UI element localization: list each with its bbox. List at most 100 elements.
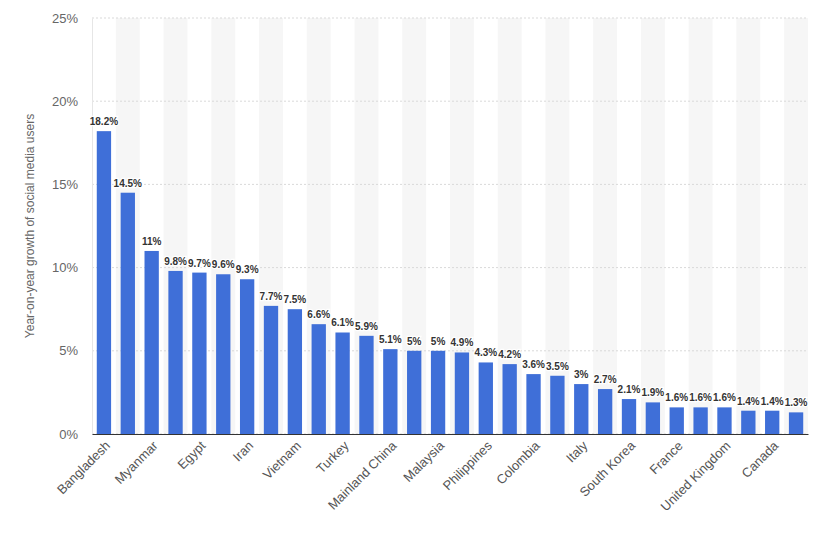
x-tick: Egypt: [174, 434, 208, 472]
y-axis: 0% 5% 10% 15% 20% 25%: [52, 11, 93, 442]
bar[interactable]: [598, 389, 612, 434]
bar[interactable]: [97, 131, 111, 434]
bar[interactable]: [168, 271, 182, 434]
data-label: 18.2%: [90, 116, 118, 127]
y-tick: 15%: [52, 177, 92, 192]
x-tick-label: France: [647, 438, 686, 477]
x-tick: Turkey: [313, 434, 352, 476]
x-tick: Canada: [739, 434, 782, 481]
y-tick: 20%: [52, 94, 92, 109]
grid-line: [92, 18, 808, 19]
grid: [92, 18, 808, 434]
data-labels: 18.2%14.5%11%9.8%9.7%9.6%9.3%7.7%7.5%6.6…: [90, 116, 808, 408]
x-tick-label: Bangladesh: [54, 438, 113, 497]
bar[interactable]: [741, 411, 755, 434]
x-tick-label: Colombia: [493, 437, 543, 487]
bar[interactable]: [765, 411, 779, 434]
data-label: 6.6%: [307, 309, 330, 320]
bar[interactable]: [145, 251, 159, 434]
y-tick: 0%: [59, 427, 92, 442]
bar[interactable]: [526, 374, 540, 434]
data-label: 11%: [142, 236, 162, 247]
x-tick: France: [647, 434, 686, 477]
bar[interactable]: [288, 309, 302, 434]
x-tick: Mainland China: [325, 434, 400, 513]
background-band: [211, 18, 235, 434]
data-label: 5.9%: [355, 321, 378, 332]
data-label: 3%: [574, 369, 589, 380]
y-tick-label: 15%: [52, 177, 78, 192]
grid-line: [92, 101, 808, 102]
bar[interactable]: [479, 362, 493, 434]
x-tick: Myanmar: [112, 434, 161, 487]
background-band: [259, 18, 283, 434]
y-tick: 10%: [52, 260, 92, 275]
y-tick-label: 10%: [52, 260, 78, 275]
bar[interactable]: [383, 349, 397, 434]
x-tick-label: Malaysia: [400, 437, 447, 484]
x-tick: Bangladesh: [54, 434, 113, 497]
data-label: 3.6%: [522, 359, 545, 370]
bar[interactable]: [693, 407, 707, 434]
data-label: 14.5%: [114, 178, 142, 189]
bar[interactable]: [216, 274, 230, 434]
background-band: [689, 18, 713, 434]
x-tick: Colombia: [493, 434, 543, 487]
y-tick: 25%: [52, 11, 92, 26]
bar[interactable]: [240, 279, 254, 434]
bar[interactable]: [121, 193, 135, 434]
bar[interactable]: [550, 376, 564, 434]
bar[interactable]: [431, 351, 445, 434]
data-label: 2.7%: [594, 374, 617, 385]
data-label: 9.6%: [212, 259, 235, 270]
data-label: 4.9%: [451, 337, 474, 348]
y-tick-label: 25%: [52, 11, 78, 26]
y-axis-title: Year-on-year growth of social media user…: [23, 114, 37, 338]
bar[interactable]: [264, 306, 278, 434]
grid-line: [92, 184, 808, 185]
background-band: [116, 18, 140, 434]
background-band: [450, 18, 474, 434]
bar[interactable]: [670, 407, 684, 434]
data-label: 5%: [407, 336, 422, 347]
x-tick-label: Philippines: [440, 438, 495, 493]
bar[interactable]: [622, 399, 636, 434]
bar[interactable]: [192, 273, 206, 434]
bar[interactable]: [312, 324, 326, 434]
bar[interactable]: [717, 407, 731, 434]
x-axis-line: [93, 434, 809, 435]
data-label: 1.6%: [713, 392, 736, 403]
bar[interactable]: [646, 402, 660, 434]
data-label: 7.5%: [283, 294, 306, 305]
data-label: 5%: [431, 336, 446, 347]
data-label: 7.7%: [260, 291, 283, 302]
background-bands: [116, 18, 808, 434]
bar[interactable]: [407, 351, 421, 434]
y-tick-label: 20%: [52, 94, 78, 109]
background-band: [307, 18, 331, 434]
data-label: 9.3%: [236, 264, 259, 275]
y-tick: 5%: [59, 343, 92, 358]
x-tick: South Korea: [576, 434, 638, 500]
x-axis: BangladeshMyanmarEgyptIranVietnamTurkeyM…: [54, 434, 809, 514]
bar[interactable]: [789, 412, 803, 434]
bar[interactable]: [335, 332, 349, 434]
data-label: 1.6%: [665, 392, 688, 403]
x-tick-label: Mainland China: [325, 437, 400, 512]
chart: 0% 5% 10% 15% 20% 25% BangladeshMyanmar Egypt Ir…: [0, 0, 822, 544]
bar[interactable]: [574, 384, 588, 434]
x-tick-label: Myanmar: [112, 438, 161, 487]
data-label: 4.3%: [474, 347, 497, 358]
x-tick-label: United Kingdom: [658, 438, 734, 514]
bar[interactable]: [503, 364, 517, 434]
bar[interactable]: [359, 336, 373, 434]
background-band: [164, 18, 188, 434]
bar[interactable]: [455, 352, 469, 434]
x-tick-label: Italy: [563, 438, 591, 466]
x-tick-label: Egypt: [174, 438, 208, 472]
background-band: [641, 18, 665, 434]
background-band: [355, 18, 379, 434]
x-tick-label: Iran: [230, 438, 256, 464]
x-tick-label: Canada: [739, 437, 782, 480]
bars: [97, 131, 803, 434]
